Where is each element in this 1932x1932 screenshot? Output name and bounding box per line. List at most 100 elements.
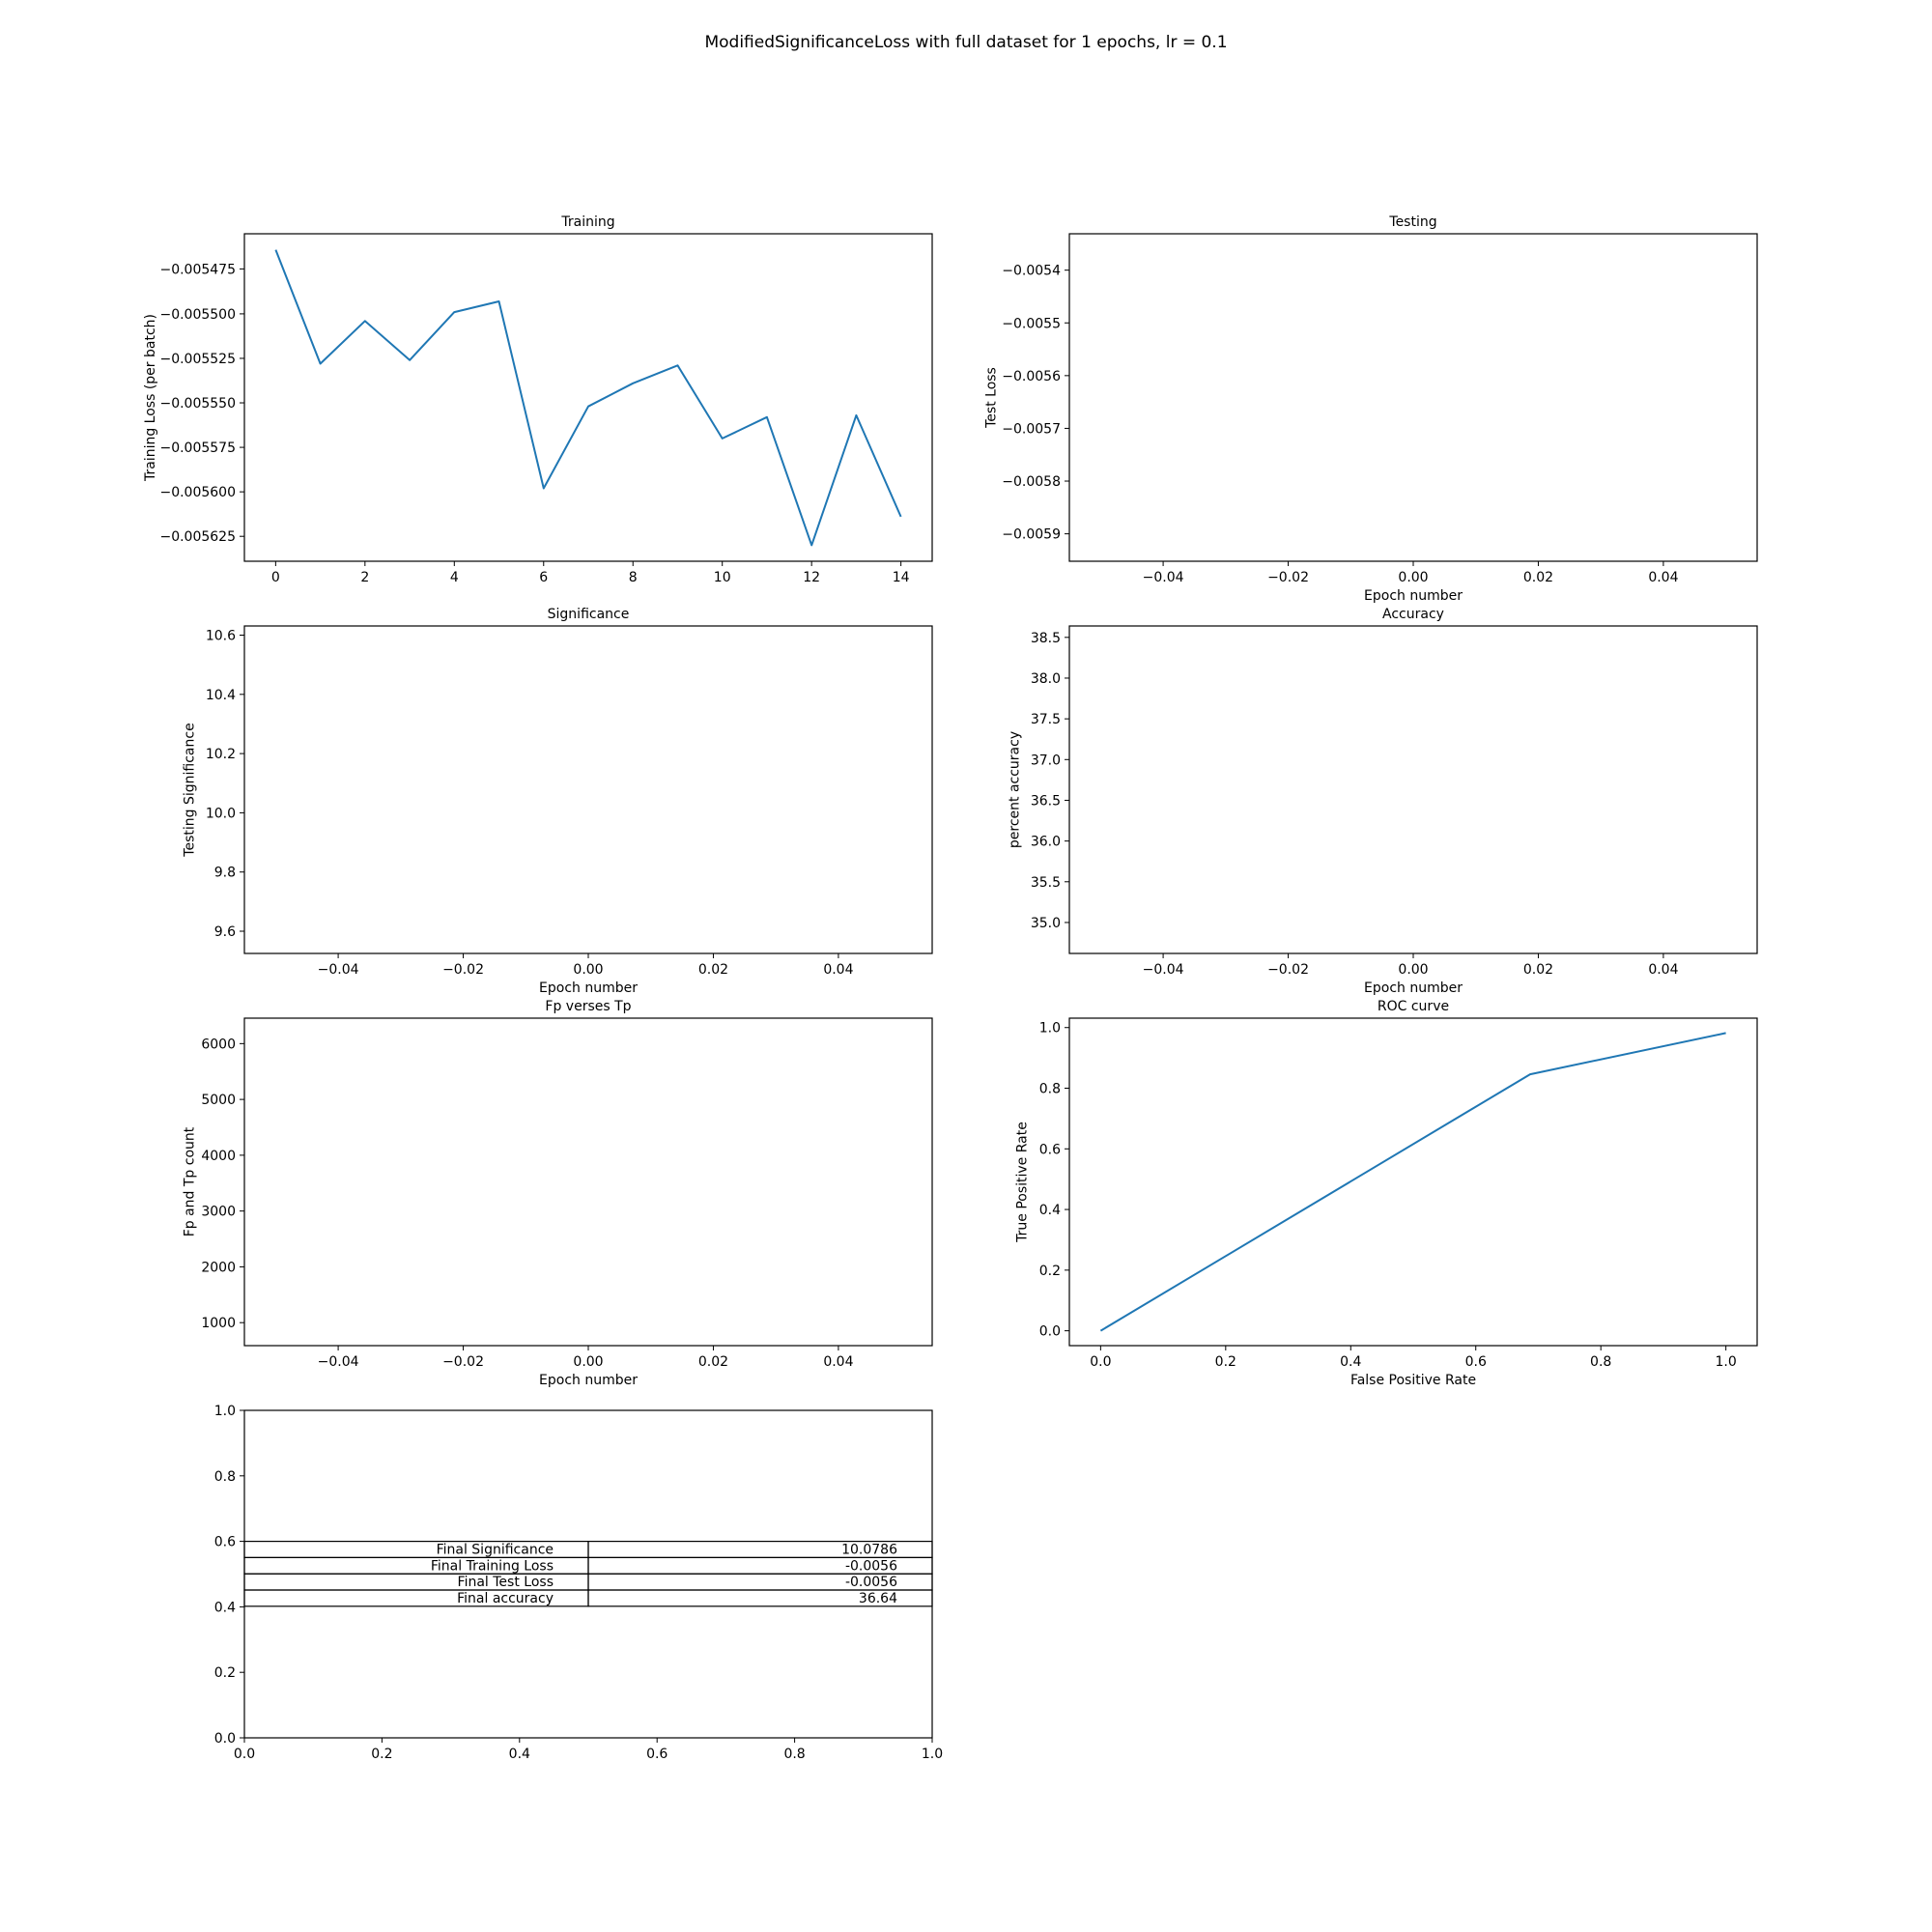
x-axis-label: Epoch number xyxy=(539,1373,638,1388)
axes-frame xyxy=(243,233,933,562)
y-tick-label: −0.0057 xyxy=(1002,421,1061,437)
chart-title: ROC curve xyxy=(1378,999,1449,1014)
x-tick-label: −0.04 xyxy=(1143,570,1184,585)
y-tick-label: 37.0 xyxy=(1031,753,1061,768)
x-tick-label: 0.04 xyxy=(823,962,853,978)
x-tick-label: 0.00 xyxy=(1398,962,1428,978)
y-tick-label: 36.0 xyxy=(1031,835,1061,850)
chart-significance: Significance −0.04 −0.02 0.00 0.02 0.04 9.6 9.8… xyxy=(183,607,933,996)
table-row-value: 10.0786 xyxy=(841,1543,897,1558)
chart-testing: Testing −0.04 −0.02 0.00 0.02 0.04 −0.0054 −0.0… xyxy=(983,214,1758,604)
series-line xyxy=(274,249,902,547)
x-tick-label: 0.00 xyxy=(1398,570,1428,585)
y-tick-label: 1.0 xyxy=(214,1404,236,1419)
table-row-label: Final Training Loss xyxy=(431,1558,554,1574)
chart-roc: ROC curve 0.0 0.2 0.4 0.6 0.8 1.0 0.0 0.2 0.4 0.6 0… xyxy=(1015,999,1758,1388)
y-tick-label: 1000 xyxy=(201,1316,236,1331)
x-tick-label: 0.4 xyxy=(509,1747,530,1762)
table-row-value: -0.0056 xyxy=(845,1558,897,1574)
chart-title: Significance xyxy=(548,607,630,622)
y-tick-label: 10.6 xyxy=(206,629,236,644)
y-tick-label: 9.6 xyxy=(214,924,236,940)
x-tick-label: 0.02 xyxy=(1523,962,1553,978)
y-tick-label: 0.4 xyxy=(1039,1203,1061,1218)
y-tick-label: 0.0 xyxy=(1039,1324,1061,1340)
x-axis-label: False Positive Rate xyxy=(1350,1373,1476,1388)
axes-frame xyxy=(1068,625,1758,954)
y-tick-label: 35.0 xyxy=(1031,916,1061,931)
y-tick-label: 0.8 xyxy=(214,1469,236,1485)
y-tick-label: 10.2 xyxy=(206,747,236,762)
y-tick-label: −0.005550 xyxy=(159,396,236,412)
y-tick-label: 1.0 xyxy=(1039,1021,1061,1037)
y-tick-label: −0.005525 xyxy=(159,352,236,367)
x-tick-label: 0.4 xyxy=(1340,1354,1361,1370)
x-tick-label: 0.0 xyxy=(234,1747,255,1762)
table-row-label: Final Test Loss xyxy=(458,1575,554,1590)
y-tick-label: 6000 xyxy=(201,1037,236,1052)
y-tick-label: −0.0054 xyxy=(1002,264,1061,279)
table-row-value: 36.64 xyxy=(859,1591,897,1606)
y-axis-label: True Positive Rate xyxy=(1015,1122,1031,1243)
y-tick-label: 0.2 xyxy=(1039,1264,1061,1279)
axes-frame xyxy=(1068,1017,1758,1347)
table-row-value: -0.0056 xyxy=(845,1575,897,1590)
y-tick-label: 3000 xyxy=(201,1205,236,1220)
y-tick-label: 35.5 xyxy=(1031,875,1061,891)
figure-suptitle: ModifiedSignificanceLoss with full datas… xyxy=(704,33,1227,52)
x-tick-label: −0.02 xyxy=(1267,962,1309,978)
x-tick-label: 0.0 xyxy=(1090,1354,1111,1370)
y-tick-label: 36.5 xyxy=(1031,793,1061,809)
x-axis-label: Epoch number xyxy=(1364,980,1463,996)
x-axis-label: Epoch number xyxy=(539,980,638,996)
table-row-label: Final Significance xyxy=(437,1543,554,1558)
series-line xyxy=(1099,1032,1726,1332)
chart-accuracy: Accuracy −0.04 −0.02 0.00 0.02 0.04 35.0 35.5 36… xyxy=(1008,607,1758,996)
y-tick-label: 38.0 xyxy=(1031,671,1061,687)
y-tick-label: 5000 xyxy=(201,1093,236,1108)
x-tick-label: 0.8 xyxy=(783,1747,805,1762)
y-axis-label: Fp and Tp count xyxy=(183,1126,198,1236)
x-tick-label: 12 xyxy=(803,570,820,585)
chart-title: Training xyxy=(560,214,614,230)
y-tick-label: 9.8 xyxy=(214,866,236,881)
chart-title: Testing xyxy=(1388,214,1436,230)
chart-training: Training 0 2 4 6 8 10 12 14 −0.005475 −0.005500 −0.… xyxy=(143,214,933,585)
x-tick-label: −0.02 xyxy=(442,962,484,978)
x-tick-label: 0.6 xyxy=(646,1747,668,1762)
y-tick-label: −0.0059 xyxy=(1002,527,1061,543)
y-tick-label: 2000 xyxy=(201,1260,236,1275)
chart-title: Fp verses Tp xyxy=(545,999,631,1014)
x-tick-label: 1.0 xyxy=(922,1747,943,1762)
y-tick-label: 38.5 xyxy=(1031,631,1061,646)
y-tick-label: 0.4 xyxy=(214,1600,236,1615)
y-tick-label: −0.005575 xyxy=(159,440,236,456)
x-tick-label: 0.02 xyxy=(698,962,728,978)
y-tick-label: −0.005625 xyxy=(159,529,236,545)
axes-frame xyxy=(243,1017,933,1347)
x-tick-label: 0.04 xyxy=(1648,962,1678,978)
y-axis-label: percent accuracy xyxy=(1008,731,1023,848)
x-tick-label: 0.00 xyxy=(573,962,603,978)
chart-fp-tp: Fp verses Tp −0.04 −0.02 0.00 0.02 0.04 1000 20… xyxy=(183,999,933,1388)
x-tick-label: 4 xyxy=(450,570,459,585)
x-tick-label: −0.02 xyxy=(442,1354,484,1370)
chart-summary: 0.0 0.2 0.4 0.6 0.8 1.0 0.0 0.2 0.4 0.6 0.8 1.0 Fina… xyxy=(214,1404,943,1762)
y-tick-label: 0.8 xyxy=(1039,1082,1061,1097)
y-tick-label: 37.5 xyxy=(1031,712,1061,727)
y-tick-label: 4000 xyxy=(201,1149,236,1164)
x-axis-label: Epoch number xyxy=(1364,588,1463,604)
y-tick-label: −0.0056 xyxy=(1002,369,1061,384)
x-tick-label: 0.00 xyxy=(573,1354,603,1370)
y-tick-label: 0.0 xyxy=(214,1731,236,1747)
table-row-label: Final accuracy xyxy=(457,1591,554,1606)
x-tick-label: 0.2 xyxy=(371,1747,392,1762)
y-tick-label: −0.005500 xyxy=(159,307,236,323)
y-tick-label: −0.005475 xyxy=(159,262,236,277)
y-tick-label: −0.005600 xyxy=(159,485,236,500)
x-tick-label: 0 xyxy=(271,570,280,585)
y-tick-label: 0.6 xyxy=(214,1535,236,1550)
x-tick-label: 0.02 xyxy=(1523,570,1553,585)
x-tick-label: 8 xyxy=(629,570,638,585)
